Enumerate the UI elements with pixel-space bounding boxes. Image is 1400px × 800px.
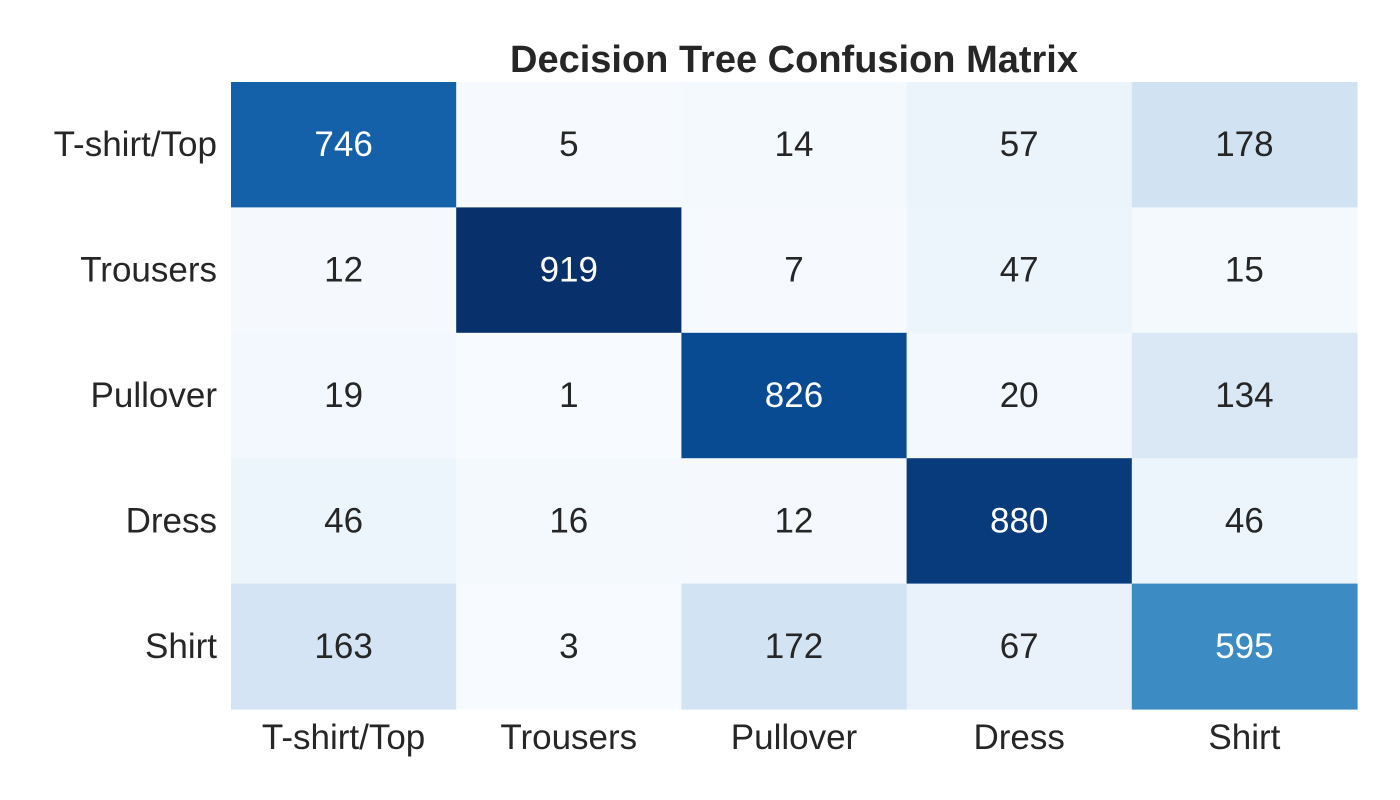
cell-value-label: 163 xyxy=(314,627,372,666)
cell-value-label: 880 xyxy=(990,501,1048,540)
cell-value-label: 46 xyxy=(324,501,363,540)
cell-value-label: 12 xyxy=(324,251,363,290)
cell-value-label: 19 xyxy=(324,376,363,415)
heatmap-cell-shirt-pullover xyxy=(681,583,908,710)
heatmap-cell-trousers-trousers xyxy=(456,207,682,334)
heatmap-cell-pullover-shirt xyxy=(1131,332,1358,459)
heatmap-cells: 746 5 14 57 178 12 919 7 47 15 19 1 826 20 134 46 16 12 88… xyxy=(231,82,1358,710)
heatmap-cell-pullover-dress xyxy=(906,332,1133,459)
cell-value-label: 172 xyxy=(765,627,823,666)
cell-value-label: 14 xyxy=(775,125,814,164)
cell-value-label: 595 xyxy=(1215,627,1273,666)
heatmap-cell-trousers-shirt xyxy=(1131,207,1358,334)
heatmap-cell-t-shirt-top-shirt xyxy=(1131,82,1358,208)
cell-value-label: 134 xyxy=(1215,376,1273,415)
heatmap-cell-pullover-trousers xyxy=(456,332,682,459)
cell-value-label: 20 xyxy=(1000,376,1039,415)
cell-value-label: 57 xyxy=(1000,125,1039,164)
heatmap-cell-t-shirt-top-t-shirt-top xyxy=(231,82,457,208)
cell-value-label: 16 xyxy=(549,501,588,540)
x-tick-label-trousers: Trousers xyxy=(500,718,637,757)
x-tick-label-t-shirt-top: T-shirt/Top xyxy=(262,718,425,757)
y-axis-tick-labels: T-shirt/Top Trousers Pullover Dress Shirt xyxy=(54,125,218,666)
heatmap-cell-pullover-t-shirt-top xyxy=(231,332,457,459)
heatmap-cell-dress-shirt xyxy=(1131,458,1358,585)
y-tick-label-t-shirt-top: T-shirt/Top xyxy=(54,125,217,164)
heatmap-cell-dress-dress xyxy=(906,458,1133,585)
heatmap-cell-t-shirt-top-pullover xyxy=(681,82,908,208)
heatmap-cell-t-shirt-top-dress xyxy=(906,82,1133,208)
x-axis-tick-labels: T-shirt/Top Trousers Pullover Dress Shirt xyxy=(262,718,1281,757)
cell-value-label: 12 xyxy=(775,501,814,540)
x-tick-label-pullover: Pullover xyxy=(731,718,858,757)
cell-value-label: 67 xyxy=(1000,627,1039,666)
cell-value-label: 919 xyxy=(540,251,598,290)
heatmap-cell-t-shirt-top-trousers xyxy=(456,82,682,208)
cell-value-label: 826 xyxy=(765,376,823,415)
cell-value-label: 3 xyxy=(559,627,578,666)
cell-value-label: 46 xyxy=(1225,501,1264,540)
cell-value-label: 178 xyxy=(1215,125,1273,164)
cell-value-label: 5 xyxy=(559,125,578,164)
heatmap-cell-trousers-dress xyxy=(906,207,1133,334)
heatmap-cell-shirt-dress xyxy=(906,583,1133,710)
heatmap-cell-trousers-t-shirt-top xyxy=(231,207,457,334)
cell-value-label: 1 xyxy=(559,376,578,415)
y-tick-label-dress: Dress xyxy=(126,501,217,540)
x-tick-label-shirt: Shirt xyxy=(1208,718,1280,757)
cell-value-label: 746 xyxy=(314,125,372,164)
heatmap-cell-pullover-pullover xyxy=(681,332,908,459)
heatmap-cell-shirt-shirt xyxy=(1131,583,1358,710)
heatmap-cell-dress-trousers xyxy=(456,458,682,585)
y-tick-label-trousers: Trousers xyxy=(80,251,217,290)
heatmap-cell-shirt-t-shirt-top xyxy=(231,583,457,710)
chart-title: Decision Tree Confusion Matrix xyxy=(510,39,1078,81)
cell-value-label: 47 xyxy=(1000,251,1039,290)
x-tick-label-dress: Dress xyxy=(973,718,1064,757)
heatmap-cell-dress-t-shirt-top xyxy=(231,458,457,585)
cell-value-label: 7 xyxy=(784,251,803,290)
y-tick-label-shirt: Shirt xyxy=(145,627,217,666)
cell-value-label: 15 xyxy=(1225,251,1264,290)
heatmap-cell-shirt-trousers xyxy=(456,583,682,710)
heatmap-cell-dress-pullover xyxy=(681,458,908,585)
y-tick-label-pullover: Pullover xyxy=(91,376,218,415)
heatmap-cell-trousers-pullover xyxy=(681,207,908,334)
